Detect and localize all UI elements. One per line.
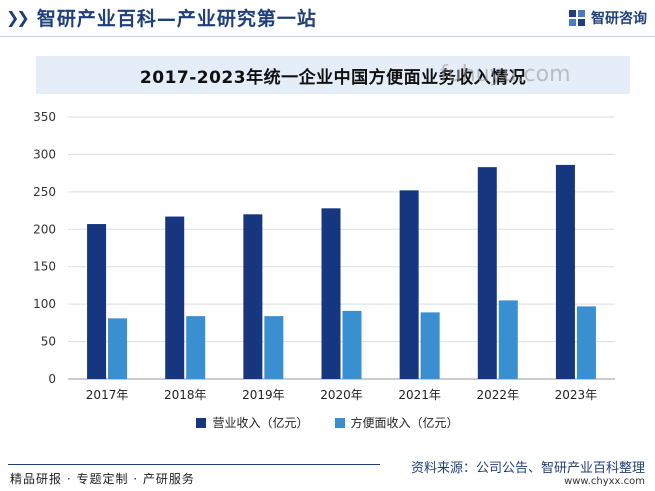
chevron-icon: ❯❯	[6, 7, 30, 27]
x-tick-label: 2023年	[555, 388, 598, 402]
data-source: 资料来源：公司公告、智研产业百科整理	[410, 461, 645, 476]
site-title: 智研产业百科—产业研究第一站	[36, 7, 317, 30]
bar-noodle	[108, 318, 128, 379]
footer-tagline: 精品研报 · 专题定制 · 产研服务	[10, 472, 195, 486]
bar-revenue	[321, 208, 341, 379]
y-tick-label: 50	[41, 335, 56, 349]
header-divider	[0, 36, 655, 37]
bar-revenue	[165, 216, 185, 379]
watermark-url: fuhuyu.com	[440, 62, 571, 87]
bar-noodle	[342, 310, 362, 379]
footer-divider	[8, 464, 380, 465]
legend-swatch-noodle	[334, 417, 345, 428]
bar-noodle	[498, 300, 518, 379]
brand-name: 智研咨询	[591, 11, 647, 27]
title-band: 2017-2023年统一企业中国方便面业务收入情况	[36, 56, 630, 94]
logo-icon	[568, 9, 586, 27]
x-tick-label: 2022年	[477, 388, 520, 402]
legend: 营业收入（亿元） 方便面收入（亿元）	[0, 414, 655, 431]
footer-url: www.chyxx.com	[564, 476, 645, 487]
x-tick-label: 2021年	[398, 388, 441, 402]
y-tick-label: 300	[33, 147, 56, 161]
legend-item-revenue: 营业收入（亿元）	[196, 414, 309, 431]
y-tick-label: 0	[48, 372, 56, 386]
y-tick-label: 100	[33, 297, 56, 311]
bar-noodle	[420, 312, 440, 379]
site-header: ❯❯ 智研产业百科—产业研究第一站	[0, 0, 317, 34]
y-tick-label: 200	[33, 222, 56, 236]
x-tick-label: 2019年	[242, 388, 285, 402]
x-tick-label: 2017年	[86, 388, 129, 402]
bar-noodle	[576, 306, 596, 379]
bar-revenue	[555, 164, 575, 379]
legend-item-noodle: 方便面收入（亿元）	[334, 414, 459, 431]
x-tick-label: 2018年	[164, 388, 207, 402]
legend-label-revenue: 营业收入（亿元）	[212, 416, 309, 430]
bar-noodle	[186, 316, 206, 379]
y-tick-label: 350	[33, 110, 56, 124]
bar-revenue	[243, 214, 263, 379]
y-tick-label: 250	[33, 185, 56, 199]
bar-revenue	[87, 224, 107, 379]
bar-revenue	[399, 190, 419, 379]
bar-noodle	[264, 316, 284, 379]
brand-logo: 智研咨询	[568, 6, 647, 30]
bar-revenue	[477, 167, 497, 379]
y-tick-label: 150	[33, 260, 56, 274]
x-tick-label: 2020年	[320, 388, 363, 402]
chart-title: 2017-2023年统一企业中国方便面业务收入情况	[139, 67, 527, 88]
legend-swatch-revenue	[196, 417, 207, 428]
legend-label-noodle: 方便面收入（亿元）	[350, 416, 459, 430]
